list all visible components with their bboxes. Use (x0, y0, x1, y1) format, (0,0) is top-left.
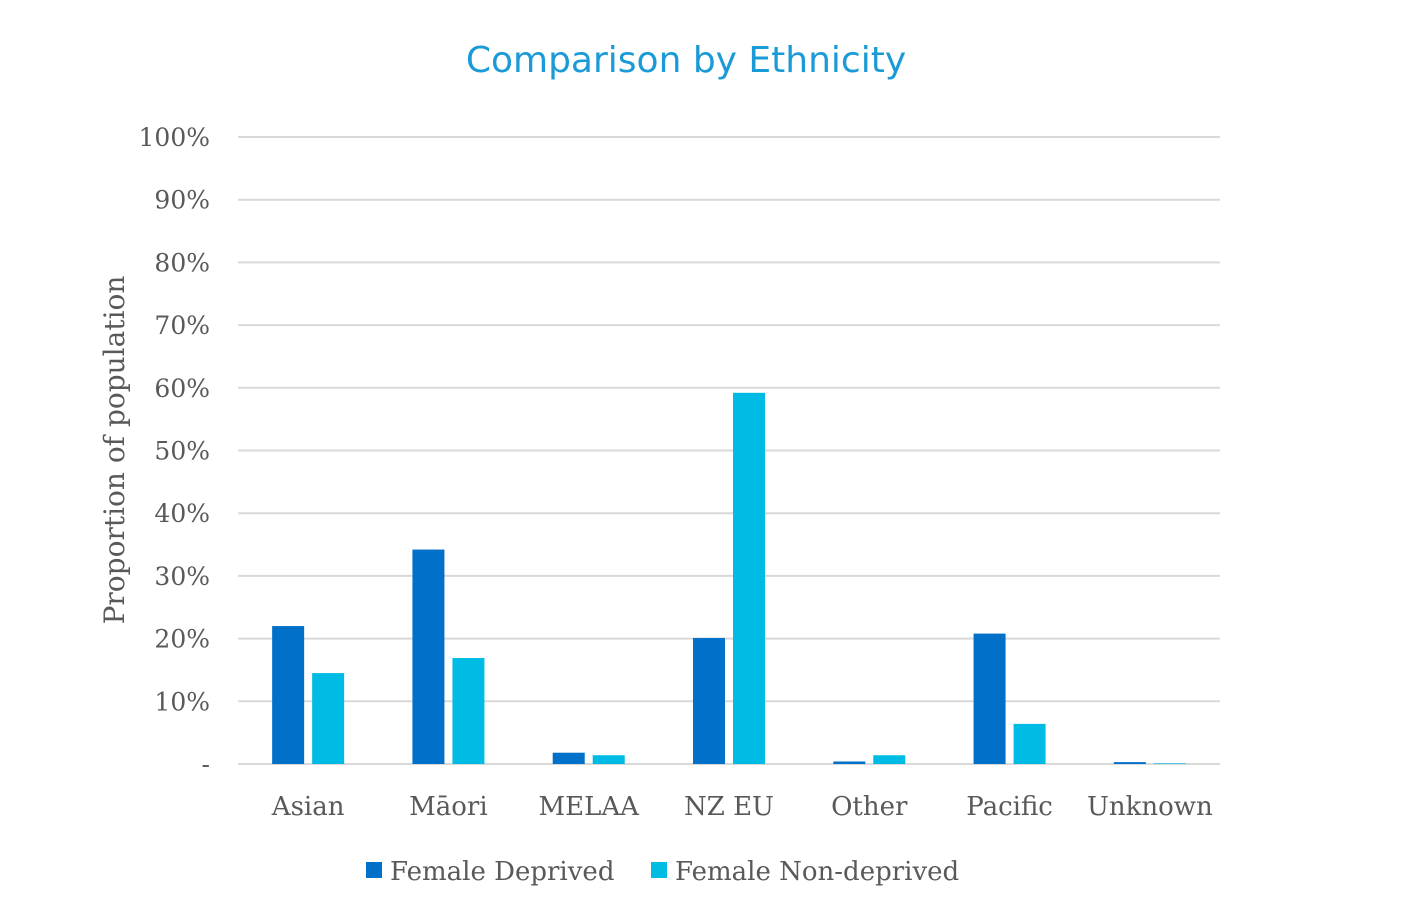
x-tick-label: Unknown (1087, 792, 1213, 822)
legend-label: Female Deprived (390, 857, 614, 887)
x-tick-label: Other (831, 792, 908, 822)
y-axis-ticks: - 10% 20% 30% 40% 50% 60% 70% 80% 90% 100% (139, 123, 210, 779)
chart-title: Comparison by Ethnicity (466, 40, 906, 81)
y-tick-label: - (202, 750, 210, 779)
legend-swatch (366, 862, 382, 878)
bar-female-non-deprived-1 (452, 658, 485, 764)
y-tick-label: 100% (139, 123, 210, 152)
bar-female-deprived-2 (552, 752, 585, 764)
bar-female-non-deprived-5 (1013, 723, 1046, 764)
legend-swatch (651, 862, 667, 878)
y-tick-label: 90% (154, 186, 210, 215)
legend: Female Deprived Female Non-deprived (366, 857, 959, 887)
bar-female-non-deprived-0 (312, 673, 345, 764)
x-axis-ticks: Asian Māori MELAA NZ EU Other Pacific Unknown (271, 792, 1213, 822)
bar-female-non-deprived-6 (1153, 763, 1186, 764)
y-tick-label: 60% (154, 374, 210, 403)
bar-female-deprived-5 (973, 633, 1006, 764)
y-tick-label: 70% (154, 311, 210, 340)
y-tick-label: 10% (154, 687, 210, 716)
x-tick-label: NZ EU (684, 792, 774, 822)
bars (272, 392, 1186, 764)
bar-female-non-deprived-2 (592, 755, 625, 764)
y-tick-label: 20% (154, 625, 210, 654)
y-tick-label: 30% (154, 562, 210, 591)
y-tick-label: 80% (154, 248, 210, 277)
y-axis-label: Proportion of population (98, 276, 131, 625)
bar-female-deprived-4 (833, 761, 866, 764)
x-tick-label: MELAA (539, 792, 641, 822)
bar-female-deprived-3 (693, 637, 725, 764)
bar-female-deprived-6 (1113, 762, 1146, 764)
bar-female-non-deprived-4 (873, 755, 906, 764)
x-tick-label: Asian (271, 792, 345, 822)
bar-female-deprived-1 (412, 549, 445, 764)
gridlines (238, 136, 1220, 765)
x-tick-label: Māori (409, 792, 488, 822)
x-tick-label: Pacific (966, 792, 1053, 822)
y-tick-label: 40% (154, 499, 210, 528)
bar-female-deprived-0 (272, 626, 305, 764)
y-tick-label: 50% (154, 437, 210, 466)
legend-label: Female Non-deprived (675, 857, 959, 887)
bar-female-non-deprived-3 (733, 392, 765, 764)
